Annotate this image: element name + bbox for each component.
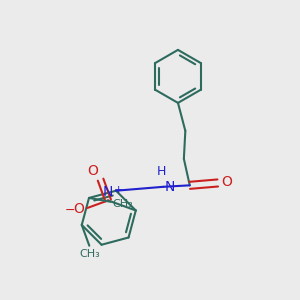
Text: H: H [157,165,167,178]
Text: O: O [87,164,98,178]
Text: N: N [164,180,175,194]
Text: CH₃: CH₃ [112,199,133,209]
Text: O: O [73,202,84,216]
Text: O: O [221,176,233,189]
Text: +: + [113,185,123,195]
Text: −: − [64,204,75,217]
Text: N: N [103,185,113,199]
Text: CH₃: CH₃ [79,249,100,259]
